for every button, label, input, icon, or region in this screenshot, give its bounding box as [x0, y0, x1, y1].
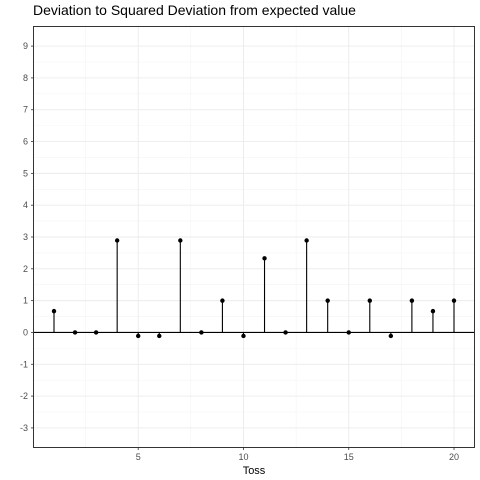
data-point — [157, 333, 162, 339]
y-tick-label: 6 — [23, 137, 28, 147]
y-tick-label: 1 — [23, 296, 28, 306]
data-point — [451, 298, 457, 303]
y-tick-label: 3 — [23, 232, 28, 242]
data-point — [262, 256, 267, 261]
data-point — [93, 330, 99, 335]
data-point — [304, 238, 309, 243]
grid — [34, 27, 474, 447]
data-point — [199, 330, 204, 335]
y-tick-label: 0 — [23, 327, 28, 337]
data-point — [114, 238, 120, 243]
data-point — [283, 330, 288, 335]
stems — [34, 240, 474, 336]
y-tick-label: 8 — [23, 73, 28, 83]
chart-title: Deviation to Squared Deviation from expe… — [33, 2, 356, 18]
data-point — [220, 298, 225, 303]
y-tick-label: 2 — [23, 264, 28, 274]
data-point — [409, 298, 415, 303]
y-tick-label: -2 — [20, 391, 28, 401]
data-point — [51, 308, 57, 314]
x-tick-label: 10 — [238, 452, 248, 462]
points — [51, 238, 457, 339]
axes: -3 -2 -1 0 1 2 3 4 5 6 7 8 9 5 10 15 20 — [20, 41, 459, 462]
y-tick-label: 4 — [23, 200, 28, 210]
x-axis-title: Toss — [243, 465, 266, 477]
data-point — [388, 333, 394, 339]
x-tick-label: 5 — [136, 452, 141, 462]
data-point — [72, 330, 78, 335]
data-point — [325, 298, 330, 303]
data-point — [367, 298, 372, 303]
y-tick-label: -1 — [20, 359, 28, 369]
x-tick-label: 20 — [449, 452, 459, 462]
data-point — [346, 330, 351, 335]
y-tick-label: 9 — [23, 41, 28, 51]
x-tick-label: 15 — [344, 452, 354, 462]
y-tick-label: -3 — [20, 423, 28, 433]
data-point — [430, 308, 436, 314]
y-tick-label: 7 — [23, 105, 28, 115]
panel-border — [33, 26, 475, 448]
data-point — [241, 333, 246, 339]
data-point — [178, 238, 183, 243]
y-tick-label: 5 — [23, 168, 28, 178]
data-point — [136, 333, 141, 339]
